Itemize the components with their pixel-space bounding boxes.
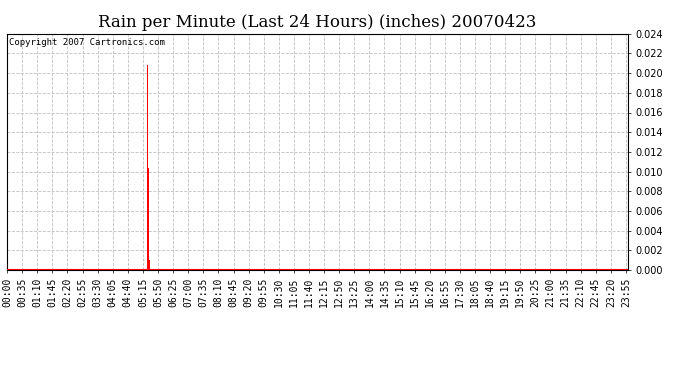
Bar <box>149 260 150 270</box>
Bar <box>148 168 149 270</box>
Text: Copyright 2007 Cartronics.com: Copyright 2007 Cartronics.com <box>9 39 165 48</box>
Bar <box>148 260 150 270</box>
Bar <box>146 65 148 270</box>
Bar <box>148 168 149 270</box>
Title: Rain per Minute (Last 24 Hours) (inches) 20070423: Rain per Minute (Last 24 Hours) (inches)… <box>98 14 537 31</box>
Bar <box>147 168 148 270</box>
